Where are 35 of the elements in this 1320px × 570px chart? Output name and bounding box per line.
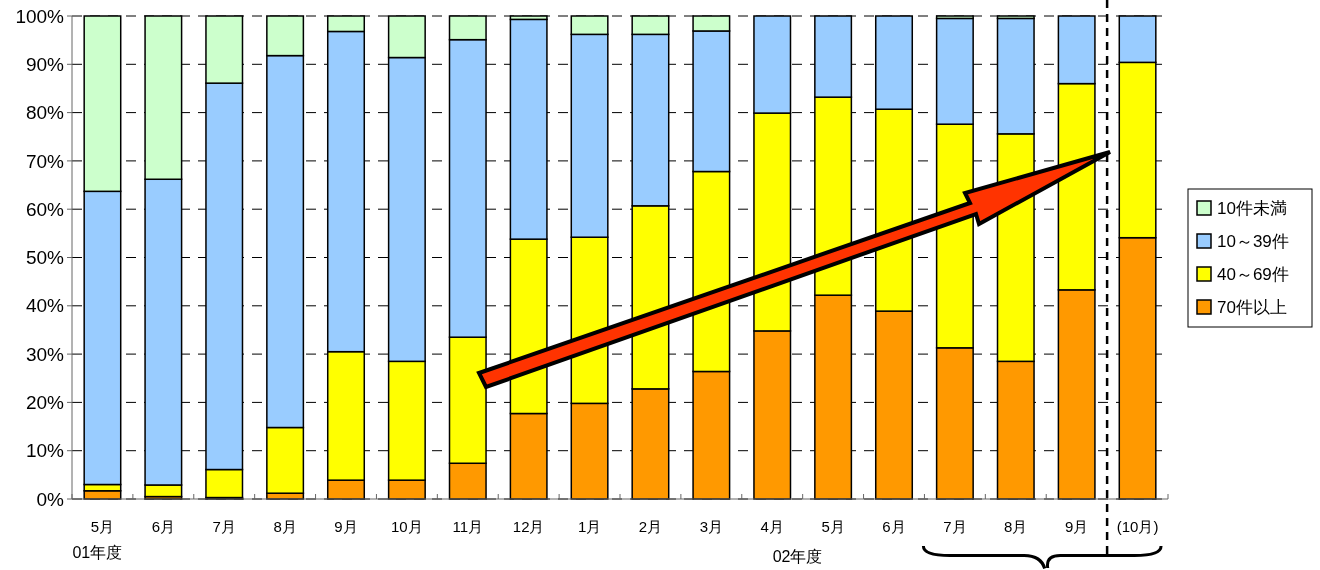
x-tick-label: 12月 bbox=[512, 518, 545, 535]
y-tick-label: 70% bbox=[25, 150, 65, 172]
y-tick-label: 60% bbox=[25, 198, 65, 220]
x-tick-label: 2月 bbox=[638, 518, 663, 535]
x-tick-label: 6月 bbox=[882, 518, 906, 535]
legend-label: 70件以上 bbox=[1217, 297, 1287, 317]
x-tick-label: 5月 bbox=[90, 518, 115, 535]
x-tick-label: 5月 bbox=[821, 518, 845, 535]
y-tick-label: 50% bbox=[25, 247, 65, 269]
y-tick-label: 90% bbox=[25, 53, 65, 75]
x-tick-label: (10月) bbox=[1116, 518, 1159, 535]
x-tick-label: 9月 bbox=[1064, 518, 1089, 535]
x-tick-label: 3月 bbox=[699, 518, 724, 535]
x-tick-label: 9月 bbox=[334, 518, 358, 535]
x-tick-label: 8月 bbox=[273, 518, 297, 535]
text: 02年度 bbox=[772, 548, 823, 565]
x-tick-label: 1月 bbox=[577, 518, 602, 535]
y-tick-label: 0% bbox=[36, 488, 65, 510]
x-tick-label: 7月 bbox=[212, 518, 236, 535]
legend-label: 10件未満 bbox=[1217, 198, 1287, 218]
text: 01年度 bbox=[72, 544, 123, 561]
y-tick-label: 100% bbox=[15, 5, 65, 27]
y-tick-label: 10% bbox=[25, 440, 65, 462]
y-tick-label: 40% bbox=[25, 295, 65, 317]
x-tick-label: 4月 bbox=[760, 518, 784, 535]
x-tick-label: 8月 bbox=[1004, 518, 1028, 535]
legend-label: 10～39件 bbox=[1217, 231, 1289, 251]
y-tick-label: 30% bbox=[25, 343, 65, 365]
x-tick-label: 7月 bbox=[943, 518, 967, 535]
x-tick-label: 6月 bbox=[151, 518, 176, 535]
y-tick-label: 80% bbox=[25, 102, 65, 124]
y-tick-label: 20% bbox=[25, 392, 65, 414]
legend-label: 40～69件 bbox=[1217, 264, 1289, 284]
x-tick-label: 10月 bbox=[391, 518, 423, 535]
x-tick-label: 11月 bbox=[452, 518, 484, 535]
